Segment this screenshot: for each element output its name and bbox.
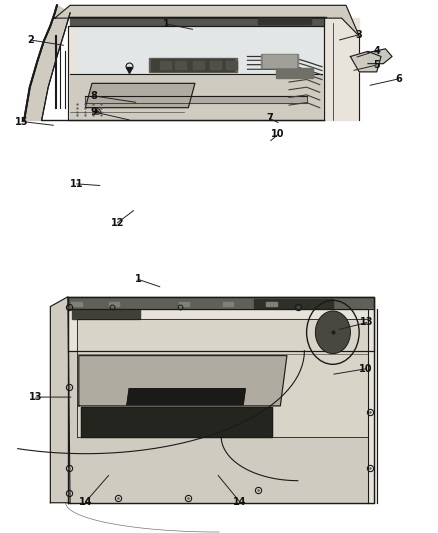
Polygon shape (226, 61, 237, 69)
Polygon shape (72, 309, 140, 319)
Polygon shape (160, 61, 171, 69)
Polygon shape (50, 297, 70, 503)
Text: 2: 2 (27, 35, 34, 45)
Text: 4: 4 (373, 46, 380, 55)
Text: 10: 10 (272, 130, 285, 139)
Polygon shape (368, 49, 392, 63)
Text: 1: 1 (134, 274, 141, 284)
Polygon shape (77, 319, 368, 437)
Polygon shape (85, 83, 195, 108)
Text: 5: 5 (373, 60, 380, 70)
Text: 6: 6 (395, 74, 402, 84)
Text: 7: 7 (266, 114, 273, 123)
Polygon shape (368, 309, 377, 503)
Polygon shape (193, 61, 204, 69)
Polygon shape (81, 407, 272, 437)
Polygon shape (127, 389, 245, 405)
Text: 11: 11 (70, 179, 83, 189)
Text: 14: 14 (233, 497, 247, 507)
Polygon shape (68, 26, 324, 120)
Polygon shape (261, 54, 298, 68)
Text: 13: 13 (29, 392, 42, 402)
Polygon shape (263, 55, 296, 67)
Polygon shape (350, 51, 381, 72)
Polygon shape (149, 58, 237, 72)
Polygon shape (85, 96, 307, 102)
Text: 8: 8 (91, 91, 98, 101)
Text: 15: 15 (15, 117, 28, 126)
Text: 13: 13 (360, 318, 374, 327)
Polygon shape (324, 18, 359, 120)
Polygon shape (276, 68, 313, 78)
Polygon shape (258, 18, 311, 24)
Polygon shape (151, 59, 234, 70)
Polygon shape (70, 75, 322, 120)
Polygon shape (77, 26, 322, 75)
Text: 10: 10 (359, 364, 372, 374)
Text: 3: 3 (356, 30, 363, 39)
Polygon shape (70, 17, 324, 25)
Text: 1: 1 (163, 19, 170, 29)
Polygon shape (68, 297, 374, 309)
Polygon shape (55, 5, 359, 36)
Polygon shape (68, 351, 374, 503)
Polygon shape (210, 61, 221, 69)
Circle shape (315, 311, 350, 354)
Text: 14: 14 (79, 497, 92, 507)
Text: 9: 9 (91, 107, 98, 117)
Text: 12: 12 (111, 218, 124, 228)
Polygon shape (68, 297, 374, 351)
Polygon shape (79, 356, 287, 406)
Polygon shape (175, 61, 186, 69)
Polygon shape (254, 298, 333, 308)
Polygon shape (24, 5, 70, 120)
